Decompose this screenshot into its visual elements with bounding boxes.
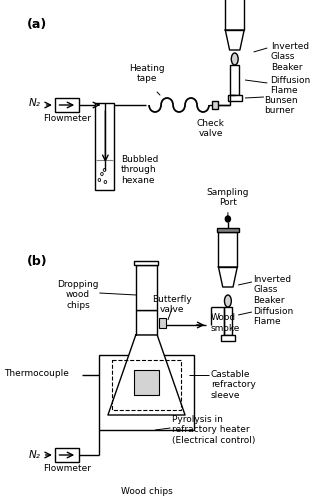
Bar <box>217 228 239 232</box>
Bar <box>55 448 79 462</box>
Ellipse shape <box>224 295 231 307</box>
Bar <box>134 370 159 395</box>
Text: Castable
refractory
sleeve: Castable refractory sleeve <box>211 370 256 400</box>
Bar <box>221 335 235 341</box>
Bar <box>99 355 194 430</box>
Bar <box>134 261 158 265</box>
Bar <box>228 95 241 101</box>
Text: Wood
smoke: Wood smoke <box>211 314 240 332</box>
Bar <box>224 307 232 335</box>
Bar <box>136 265 157 310</box>
Text: Bunsen
burner: Bunsen burner <box>264 96 298 116</box>
Circle shape <box>225 216 231 222</box>
Polygon shape <box>225 30 244 50</box>
Text: Sampling
Port: Sampling Port <box>207 188 249 216</box>
Text: Butterfly
valve: Butterfly valve <box>152 295 192 314</box>
Text: N₂: N₂ <box>29 450 41 460</box>
Bar <box>231 65 239 95</box>
Bar <box>112 360 181 410</box>
Polygon shape <box>218 267 237 287</box>
Text: Dropping
wood
chips: Dropping wood chips <box>57 280 99 310</box>
Text: (b): (b) <box>27 255 47 268</box>
Bar <box>55 98 79 112</box>
Text: Pyrolysis in
refractory heater
(Electrical control): Pyrolysis in refractory heater (Electric… <box>172 415 256 445</box>
Text: Flowmeter: Flowmeter <box>43 114 91 123</box>
Bar <box>218 232 237 267</box>
Text: Diffusion
Flame: Diffusion Flame <box>254 307 294 326</box>
Bar <box>212 101 218 109</box>
Text: Wood chips: Wood chips <box>121 487 172 496</box>
Text: Inverted
Glass
Beaker: Inverted Glass Beaker <box>254 275 292 305</box>
Ellipse shape <box>231 53 238 65</box>
Text: N₂: N₂ <box>29 98 41 108</box>
Text: Diffusion
Flame: Diffusion Flame <box>270 76 310 96</box>
Text: Sampling
Port: Sampling Port <box>0 499 1 500</box>
Text: Check
valve: Check valve <box>197 119 225 139</box>
Polygon shape <box>108 335 185 415</box>
Bar <box>136 310 157 335</box>
Text: (a): (a) <box>27 18 47 31</box>
Text: Bubbled
through
hexane: Bubbled through hexane <box>121 155 158 185</box>
Text: Flowmeter: Flowmeter <box>43 464 91 473</box>
Bar <box>225 0 244 30</box>
Bar <box>95 103 114 190</box>
Text: Inverted
Glass
Beaker: Inverted Glass Beaker <box>271 42 309 72</box>
Text: Heating
tape: Heating tape <box>129 64 164 83</box>
Text: Thermocouple: Thermocouple <box>4 368 69 378</box>
Bar <box>159 318 166 328</box>
